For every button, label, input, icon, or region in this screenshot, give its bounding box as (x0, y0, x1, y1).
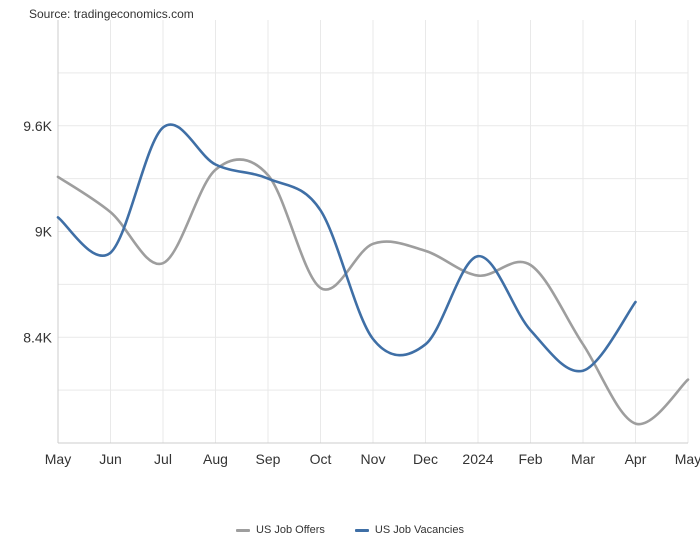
x-tick-label: Sep (256, 451, 281, 467)
legend-swatch (236, 528, 251, 532)
y-tick-label: 9K (35, 224, 53, 240)
y-tick-labels: 8.4K 9K 9.6K (23, 118, 52, 346)
x-tick-label: Mar (571, 451, 595, 467)
series-line-us-job-vacancies (56, 123, 637, 373)
legend-label: US Job Offers (256, 524, 325, 536)
x-tick-labels: May Jun Jul Aug Sep Oct Nov Dec 2024 Feb Mar Apr May (45, 451, 700, 467)
series-line-us-job-offers (56, 158, 690, 426)
x-tick-label: Aug (203, 451, 228, 467)
grid-lines (58, 20, 689, 443)
y-tick-label: 9.6K (23, 118, 52, 134)
legend: US Job Offers US Job Vacancies (0, 524, 700, 536)
x-tick-label: Dec (413, 451, 438, 467)
series-lines (56, 123, 690, 426)
x-tick-label: Jun (99, 451, 122, 467)
legend-item[interactable]: US Job Offers (236, 524, 325, 536)
legend-swatch (354, 528, 369, 532)
x-tick-label: 2024 (462, 451, 493, 467)
x-tick-label: Apr (625, 451, 647, 467)
x-tick-label: Feb (518, 451, 542, 467)
x-tick-label: May (675, 451, 700, 467)
y-tick-label: 8.4K (23, 329, 52, 345)
x-tick-label: Nov (361, 451, 386, 467)
line-chart: 8.4K 9K 9.6K May Jun Jul Aug Sep Oct Nov Dec 2024 F… (23, 20, 700, 467)
axes (57, 20, 688, 444)
legend-label: US Job Vacancies (374, 524, 464, 536)
legend-item[interactable]: US Job Vacancies (354, 524, 464, 536)
x-tick-label: Jul (154, 451, 172, 467)
source-label: Source: tradingeconomics.com (29, 7, 194, 21)
x-tick-label: Oct (310, 451, 332, 467)
x-tick-label: May (45, 451, 71, 467)
